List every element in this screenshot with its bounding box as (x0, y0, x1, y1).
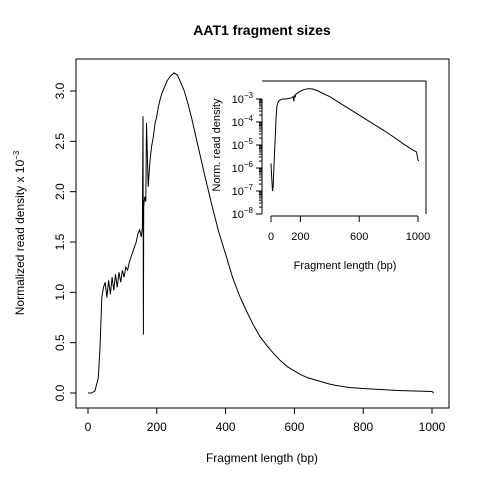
inset-y-axis: 10−8 10−7 10−6 10−5 10−4 10−3 (232, 91, 262, 221)
inset-x-tick-label: 1000 (406, 231, 430, 243)
inset-plot-frame (263, 81, 426, 213)
main-y-tick-label: 3.0 (53, 82, 67, 99)
main-y-axis: 0.0 0.5 1.0 1.5 2.0 2.5 3.0 (53, 82, 76, 401)
main-y-axis-label: Normalized read density x 10−3 (12, 150, 27, 315)
main-y-tick-label: 1.0 (53, 284, 67, 301)
main-y-tick-label: 0.0 (53, 384, 67, 401)
main-y-axis-label-base: Normalized read density x 10 (13, 160, 27, 316)
main-x-tick-label: 600 (284, 420, 304, 434)
inset-y-tick-label: 10−4 (232, 114, 254, 129)
inset-x-tick-label: 0 (268, 231, 274, 243)
inset-series-line (270, 88, 420, 192)
inset-x-axis-label: Fragment length (bp) (294, 260, 397, 272)
main-x-axis-label: Fragment length (bp) (206, 451, 318, 465)
main-series-line (88, 72, 435, 394)
inset-plot: 0 200 600 1000 10−8 10−7 10−6 10−5 10−4 10−3 Fra… (211, 80, 430, 272)
inset-x-axis: 0 200 600 1000 (268, 216, 430, 243)
main-x-tick-label: 0 (85, 420, 92, 434)
chart-title: AAT1 fragment sizes (193, 22, 331, 38)
main-x-axis: 0 200 400 600 800 1000 (85, 408, 446, 434)
main-y-tick-label: 0.5 (53, 334, 67, 351)
inset-y-tick-label: 10−6 (232, 160, 254, 175)
inset-x-tick-label: 600 (350, 231, 368, 243)
inset-y-tick-label: 10−3 (232, 91, 254, 106)
main-x-tick-label: 1000 (419, 420, 446, 434)
main-x-tick-label: 200 (147, 420, 167, 434)
main-plot-frame (75, 58, 450, 409)
inset-y-tick-label: 10−7 (232, 183, 254, 198)
inset-y-tick-label: 10−8 (232, 206, 254, 221)
inset-y-axis-label: Norm. read density (211, 98, 223, 191)
main-x-tick-label: 800 (353, 420, 373, 434)
inset-x-tick-label: 200 (291, 231, 309, 243)
inset-y-tick-label: 10−5 (232, 137, 254, 152)
main-y-tick-label: 2.5 (53, 133, 67, 150)
main-y-axis-label-exponent: −3 (12, 150, 21, 160)
main-y-tick-label: 2.0 (53, 183, 67, 200)
main-x-tick-label: 400 (216, 420, 236, 434)
main-y-tick-label: 1.5 (53, 233, 67, 250)
